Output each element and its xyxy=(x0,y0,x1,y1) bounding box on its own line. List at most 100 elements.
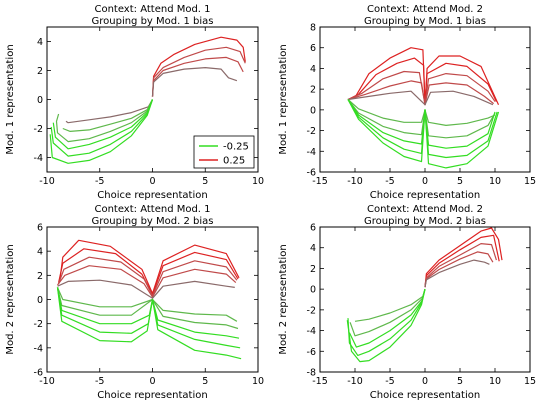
y-tick-label: -2 xyxy=(34,124,43,135)
x-tick-label: -5 xyxy=(385,376,394,387)
series-line-4 xyxy=(424,251,494,288)
series-line-2 xyxy=(347,57,497,106)
x-axis-label: Choice representation xyxy=(370,390,480,401)
legend-label: -0.25 xyxy=(223,142,249,153)
y-axis-label: Mod. 2 representation xyxy=(278,244,289,354)
series-line-9 xyxy=(50,99,154,157)
x-tick-label: -5 xyxy=(95,176,104,187)
x-tick-label: 0 xyxy=(422,376,428,387)
legend: -0.25 0.25 xyxy=(193,135,255,169)
series-line-5 xyxy=(57,279,235,299)
series-line-10 xyxy=(346,288,426,363)
y-axis-label: Mod. 1 representation xyxy=(278,44,289,154)
y-tick-label: 8 xyxy=(310,23,316,34)
series-line-7 xyxy=(56,287,239,330)
series-line-6 xyxy=(354,288,426,322)
x-tick-label: -15 xyxy=(312,376,328,387)
y-tick-label: 6 xyxy=(310,43,316,54)
y-tick-label: 0 xyxy=(37,95,43,106)
x-tick-label: -10 xyxy=(347,376,363,387)
series-line-6 xyxy=(347,99,496,126)
y-tick-label: 4 xyxy=(37,37,43,48)
x-tick-label: -10 xyxy=(347,176,363,187)
series-line-2 xyxy=(151,46,246,97)
y-tick-label: -2 xyxy=(307,126,316,137)
x-tick-label: 5 xyxy=(202,376,208,387)
x-tick-label: 10 xyxy=(489,176,501,187)
y-tick-label: -4 xyxy=(307,326,316,337)
chart-title: Context: Attend Mod. 1 xyxy=(94,204,210,215)
series-line-4 xyxy=(57,265,237,298)
series-line-7 xyxy=(347,99,496,139)
series-line-7 xyxy=(349,288,426,337)
y-tick-label: 6 xyxy=(310,223,316,234)
y-tick-label: -6 xyxy=(307,168,316,179)
y-tick-label: 0 xyxy=(310,105,316,116)
y-tick-label: -4 xyxy=(34,153,43,164)
y-tick-label: 6 xyxy=(37,223,43,234)
chart-title: Context: Attend Mod. 1 xyxy=(94,4,210,15)
x-tick-label: 10 xyxy=(252,376,264,387)
x-axis-label: Choice representation xyxy=(370,190,480,201)
x-tick-label: -10 xyxy=(39,376,55,387)
y-tick-label: -2 xyxy=(34,319,43,330)
series-line-7 xyxy=(55,99,154,143)
series-line-4 xyxy=(151,67,238,97)
x-tick-label: 5 xyxy=(457,176,463,187)
y-tick-label: 2 xyxy=(37,66,43,77)
series-line-1 xyxy=(151,36,246,97)
x-tick-label: -5 xyxy=(385,176,394,187)
y-tick-label: -2 xyxy=(307,305,316,316)
series-line-3 xyxy=(347,70,496,106)
series-line-8 xyxy=(348,288,426,348)
y-axis-label: Mod. 2 representation xyxy=(5,244,16,354)
series-line-2 xyxy=(424,234,500,288)
y-tick-label: 2 xyxy=(310,264,316,275)
series-line-10 xyxy=(56,287,242,360)
x-tick-label: 0 xyxy=(149,376,155,387)
x-tick-label: 10 xyxy=(489,376,501,387)
y-tick-label: -6 xyxy=(307,347,316,358)
x-tick-label: 5 xyxy=(457,376,463,387)
chart-subtitle: Grouping by Mod. 1 bias xyxy=(364,16,486,27)
y-tick-label: 0 xyxy=(37,295,43,306)
legend-label: 0.25 xyxy=(223,156,245,167)
x-tick-label: -5 xyxy=(95,376,104,387)
chart-title: Context: Attend Mod. 2 xyxy=(367,4,483,15)
series-line-3 xyxy=(424,243,497,288)
series-line-5 xyxy=(424,259,490,288)
series-line-8 xyxy=(52,99,154,150)
series-line-10 xyxy=(347,99,500,169)
x-tick-label: -15 xyxy=(312,176,328,187)
y-axis-label: Mod. 1 representation xyxy=(5,44,16,154)
x-tick-label: 15 xyxy=(524,176,536,187)
y-tick-label: -8 xyxy=(307,368,316,379)
series-line-1 xyxy=(424,227,503,288)
y-tick-label: 2 xyxy=(310,85,316,96)
series-line-10 xyxy=(49,99,154,164)
chart-subtitle: Grouping by Mod. 2 bias xyxy=(364,216,486,227)
y-tick-label: -4 xyxy=(307,147,316,158)
y-tick-label: 0 xyxy=(310,285,316,296)
series-group xyxy=(347,47,500,169)
x-tick-label: 5 xyxy=(202,176,208,187)
series-group xyxy=(49,36,246,164)
y-tick-label: -6 xyxy=(34,368,43,379)
x-axis-label: Choice representation xyxy=(97,190,207,201)
series-line-1 xyxy=(59,239,240,295)
series-line-5 xyxy=(347,90,494,106)
y-tick-label: 4 xyxy=(310,243,316,254)
series-line-3 xyxy=(58,256,238,297)
y-tick-label: 2 xyxy=(37,271,43,282)
chart-title: Context: Attend Mod. 2 xyxy=(367,204,483,215)
series-line-8 xyxy=(347,99,496,149)
series-line-3 xyxy=(151,56,244,97)
x-tick-label: 10 xyxy=(252,176,264,187)
chart-subtitle: Grouping by Mod. 1 bias xyxy=(92,16,214,27)
x-tick-label: 0 xyxy=(422,176,428,187)
x-tick-label: 0 xyxy=(149,176,155,187)
